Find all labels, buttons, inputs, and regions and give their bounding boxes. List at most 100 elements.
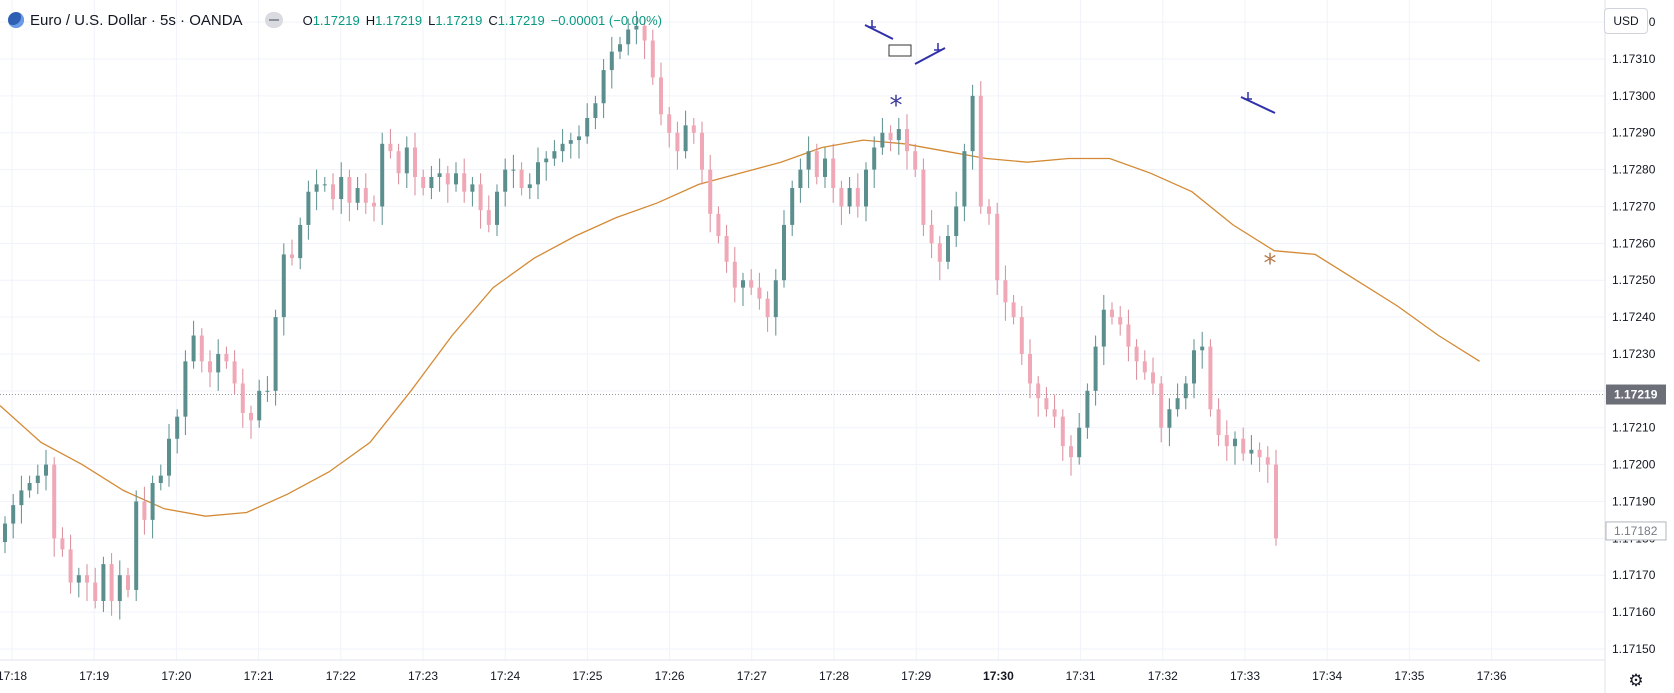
candle-down: [478, 184, 483, 211]
candle-down: [93, 582, 98, 602]
candle-down: [388, 143, 393, 152]
ghost-price-text: 1.17182: [1614, 524, 1658, 538]
candle-up: [872, 147, 877, 170]
annotation-line: [1240, 96, 1276, 114]
close-label: C: [488, 12, 498, 28]
current-price-text: 1.17219: [1614, 388, 1658, 402]
x-tick-label: 17:25: [572, 669, 602, 683]
candle-down: [413, 147, 417, 177]
candle-up: [823, 158, 827, 177]
candle-up: [380, 143, 385, 207]
candle-up: [782, 224, 786, 281]
candle-up: [117, 575, 122, 602]
collapse-legend-toggle[interactable]: [264, 12, 283, 28]
grid-lines: [0, 0, 1605, 660]
candle-down: [445, 173, 450, 185]
candle-down: [1118, 317, 1123, 325]
candle-down: [85, 575, 89, 583]
candle-up: [404, 147, 409, 174]
candle-up: [429, 176, 434, 189]
candle-up: [1101, 309, 1106, 347]
candle-down: [142, 501, 147, 520]
candle-up: [19, 490, 24, 506]
candle-up: [101, 564, 106, 602]
candle-up: [585, 117, 590, 137]
candle-down: [716, 213, 721, 236]
candle-up: [536, 162, 540, 185]
candle-up: [798, 169, 803, 189]
asterisk-marker: *: [890, 91, 903, 121]
candle-down: [68, 549, 73, 583]
x-tick-label: 17:23: [408, 669, 438, 683]
candle-down: [109, 564, 114, 602]
candle-down: [757, 287, 762, 299]
candle-down: [1142, 361, 1147, 373]
candle-up: [175, 416, 180, 439]
candle-down: [331, 184, 335, 200]
candle-up: [962, 151, 967, 207]
low-label: L: [428, 12, 436, 28]
candle-down: [232, 361, 237, 384]
price-axis[interactable]: 1.171501.171601.171701.171801.171901.172…: [1612, 15, 1656, 656]
candle-down: [1003, 280, 1008, 303]
gear-icon[interactable]: ⚙: [1628, 671, 1644, 690]
candle-up: [618, 44, 622, 52]
candle-down: [995, 213, 1000, 281]
candle-down: [1126, 324, 1131, 347]
candle-down: [913, 151, 918, 170]
candle-down: [60, 538, 65, 550]
y-tick-label: 1.17190: [1612, 494, 1656, 508]
candle-down: [1134, 346, 1139, 362]
candle-up: [847, 188, 852, 207]
eurusd-logo-icon[interactable]: [8, 12, 24, 28]
candle-down: [126, 575, 130, 590]
candle-up: [339, 176, 344, 200]
candle-down: [765, 298, 770, 318]
currency-button[interactable]: USD: [1604, 8, 1648, 34]
x-tick-label: 17:26: [655, 669, 685, 683]
change-value: −0.00001 (−0.00%): [550, 12, 663, 28]
annotation-line: [914, 47, 946, 65]
candle-up: [544, 158, 549, 163]
y-tick-label: 1.17230: [1612, 347, 1656, 361]
candle-down: [1052, 409, 1057, 417]
candle-up: [281, 254, 286, 318]
moving-average-line: [0, 139, 1480, 517]
candle-down: [347, 176, 352, 203]
y-tick-label: 1.17210: [1612, 421, 1656, 435]
candle-up: [273, 317, 278, 391]
candle-down: [224, 353, 229, 362]
candle-down: [1257, 449, 1262, 458]
close-value: 1.17219: [497, 12, 545, 28]
candle-down: [240, 383, 245, 413]
candle-up: [864, 169, 868, 207]
candle-up: [568, 140, 573, 144]
candle-up: [511, 169, 516, 171]
candle-up: [634, 25, 639, 30]
candle-down: [1044, 398, 1049, 410]
candle-up: [970, 95, 975, 152]
candle-up: [1167, 409, 1172, 428]
candle-up: [27, 483, 32, 491]
time-axis[interactable]: 17:18 17:19 17:20 17:21 17:22 17:23 17:24 17:25…: [0, 669, 1507, 683]
candle-up: [35, 475, 40, 484]
y-tick-label: 1.17240: [1612, 310, 1656, 324]
candle-down: [52, 464, 57, 539]
candle-up: [503, 169, 508, 192]
marker-box: [888, 44, 912, 57]
open-value: 1.17219: [312, 12, 360, 28]
candle-down: [749, 280, 754, 288]
candle-down: [1241, 438, 1246, 454]
candle-up: [1077, 427, 1082, 458]
candle-up: [626, 29, 631, 45]
x-tick-label: 17:34: [1312, 669, 1342, 683]
candle-down: [1274, 464, 1278, 539]
candle-down: [675, 132, 680, 152]
candle-up: [3, 523, 7, 543]
candle-down: [1216, 409, 1221, 436]
symbol-title[interactable]: Euro / U.S. Dollar · 5s · OANDA: [30, 11, 243, 29]
x-tick-label: 17:36: [1477, 669, 1507, 683]
candle-down: [1060, 416, 1065, 447]
candle-up: [1233, 438, 1237, 447]
